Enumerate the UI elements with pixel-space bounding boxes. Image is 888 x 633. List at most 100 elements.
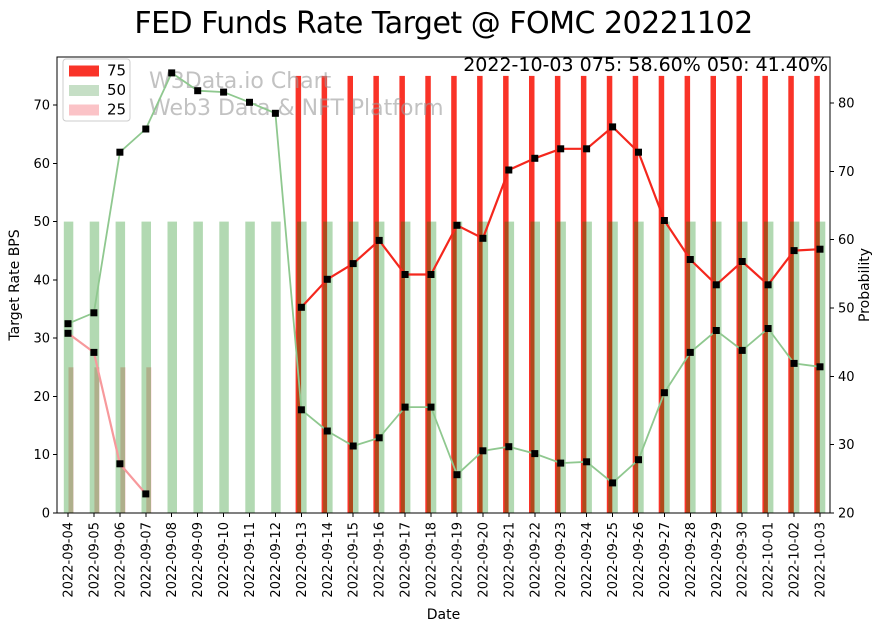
- bar-50-2022-09-13: [297, 221, 307, 513]
- bar-50-2022-09-14: [323, 221, 333, 513]
- y-left-axis-label: Target Rate BPS: [7, 229, 23, 341]
- bar-50-2022-09-10: [219, 221, 229, 513]
- bar-75-2022-10-03: [814, 75, 820, 514]
- marker-050-2022-09-18: [427, 403, 435, 411]
- bar-75-2022-09-19: [451, 75, 457, 514]
- x-tick-label: 2022-09-09: [191, 522, 206, 598]
- marker-025-2022-09-07: [142, 490, 150, 498]
- marker-050-2022-09-14: [323, 427, 331, 435]
- x-tick-label: 2022-09-13: [295, 522, 310, 598]
- bar-75-2022-09-14: [321, 75, 328, 514]
- x-tick-label: 2022-09-25: [606, 522, 621, 598]
- legend-label-25: 25: [107, 101, 126, 119]
- bar-50-2022-09-25: [608, 221, 618, 513]
- marker-050-2022-09-21: [505, 443, 513, 451]
- x-tick-label: 2022-09-18: [425, 522, 440, 598]
- y-left-tick-label: 20: [33, 390, 50, 405]
- bar-50-2022-09-16: [374, 221, 385, 513]
- x-tick-label: 2022-09-11: [243, 522, 258, 598]
- marker-075-2022-10-03: [816, 245, 824, 253]
- marker-050-2022-09-20: [479, 447, 487, 455]
- bar-75-2022-09-17: [399, 75, 405, 514]
- marker-050-2022-09-05: [90, 309, 98, 317]
- marker-075-2022-09-21: [505, 166, 513, 174]
- marker-050-2022-09-22: [531, 450, 539, 458]
- marker-050-2022-09-07: [142, 125, 150, 133]
- marker-025-2022-09-06: [116, 460, 124, 468]
- x-tick-label: 2022-09-24: [580, 522, 595, 598]
- marker-075-2022-09-26: [635, 148, 642, 156]
- bar-50-2022-09-17: [400, 221, 411, 513]
- marker-050-2022-09-17: [401, 403, 409, 411]
- legend-label-50: 50: [107, 81, 126, 99]
- x-tick-label: 2022-09-10: [217, 522, 232, 598]
- marker-075-2022-09-25: [609, 123, 617, 131]
- y-left-tick-label: 30: [33, 332, 50, 347]
- y-right-tick-label: 70: [838, 165, 855, 180]
- bar-50-2022-10-02: [789, 221, 800, 513]
- chart-title: FED Funds Rate Target @ FOMC 20221102: [134, 6, 753, 41]
- x-tick-label: 2022-09-27: [658, 522, 673, 598]
- marker-025-2022-09-05: [90, 348, 98, 356]
- marker-075-2022-09-28: [686, 256, 694, 263]
- marker-050-2022-09-26: [635, 456, 642, 464]
- marker-050-2022-09-08: [168, 69, 176, 77]
- plot-border: [56, 56, 831, 514]
- marker-050-2022-09-04: [64, 320, 72, 328]
- bar-75-2022-09-27: [658, 75, 665, 514]
- y-right-tick-label: 30: [838, 438, 855, 453]
- bar-50-2022-09-20: [478, 221, 489, 513]
- marker-075-2022-10-01: [764, 281, 772, 289]
- marker-075-2022-09-20: [479, 234, 487, 242]
- x-tick-label: 2022-09-21: [502, 522, 517, 598]
- marker-050-2022-09-15: [349, 442, 357, 450]
- bar-25-2022-09-04: [68, 367, 74, 513]
- bar-75-2022-09-25: [606, 75, 613, 514]
- marker-050-2022-09-30: [738, 346, 746, 354]
- y-right-tick-label: 50: [838, 302, 855, 317]
- y-right-tick-label: 60: [838, 233, 855, 248]
- marker-050-2022-09-16: [375, 434, 383, 442]
- y-right-tick-label: 80: [838, 97, 855, 112]
- bar-25-2022-09-06: [120, 367, 126, 513]
- marker-075-2022-10-02: [790, 247, 798, 255]
- marker-075-2022-09-16: [375, 236, 383, 244]
- marker-050-2022-09-29: [712, 327, 720, 334]
- legend-swatch-75: [69, 65, 99, 77]
- y-left-tick-label: 50: [33, 215, 50, 230]
- bar-25-2022-09-05: [94, 367, 100, 513]
- y-right-tick-label: 20: [838, 507, 855, 522]
- marker-050-2022-09-27: [660, 389, 668, 397]
- bar-50-2022-10-01: [763, 221, 774, 513]
- y-left-tick-label: 60: [33, 157, 50, 172]
- bar-50-2022-09-07: [141, 221, 151, 513]
- bar-75-2022-09-30: [736, 75, 742, 514]
- bar-75-2022-10-02: [788, 75, 794, 514]
- y-left-tick-label: 70: [33, 99, 50, 114]
- marker-075-2022-09-18: [427, 271, 435, 278]
- marker-075-2022-09-13: [297, 303, 305, 311]
- x-tick-label: 2022-09-22: [528, 522, 543, 598]
- x-tick-label: 2022-09-26: [632, 522, 647, 598]
- x-tick-label: 2022-09-15: [347, 522, 362, 598]
- marker-075-2022-09-23: [557, 145, 565, 153]
- x-tick-label: 2022-09-29: [710, 522, 725, 598]
- bar-50-2022-09-22: [530, 221, 540, 513]
- marker-050-2022-09-06: [116, 148, 124, 156]
- y-right-tick-label: 40: [838, 370, 855, 385]
- x-tick-label: 2022-09-17: [399, 522, 414, 598]
- marker-050-2022-09-13: [297, 406, 305, 414]
- bar-50-2022-09-19: [452, 221, 463, 513]
- bar-50-2022-09-29: [712, 221, 722, 513]
- bar-75-2022-09-28: [684, 75, 691, 514]
- line-050: [67, 71, 821, 485]
- x-tick-label: 2022-09-30: [736, 522, 751, 598]
- marker-050-2022-09-24: [583, 458, 591, 466]
- bar-50-2022-09-11: [245, 221, 255, 513]
- plot-background: [57, 57, 830, 513]
- marker-050-2022-09-28: [686, 348, 694, 356]
- bar-50-2022-09-09: [193, 221, 203, 513]
- x-tick-label: 2022-09-06: [113, 522, 128, 598]
- bar-50-2022-09-26: [634, 221, 644, 513]
- marker-050-2022-10-02: [790, 359, 798, 367]
